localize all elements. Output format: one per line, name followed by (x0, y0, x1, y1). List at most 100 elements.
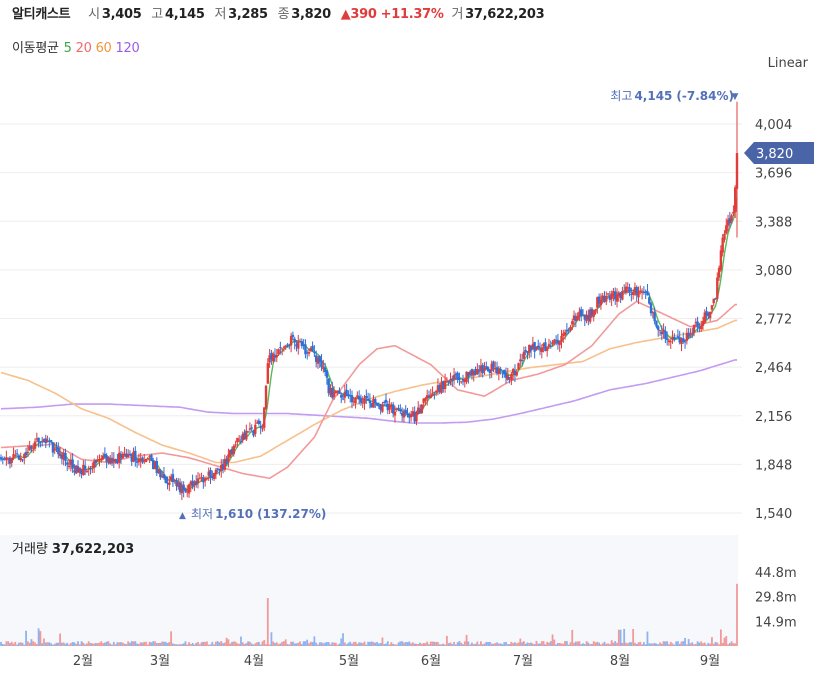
volume-bar (137, 643, 140, 646)
volume-bar (363, 641, 366, 646)
candle-body (105, 455, 108, 462)
ma-legend-item[interactable]: 20 (75, 41, 92, 56)
volume-bar (340, 638, 343, 646)
volume-bar (351, 643, 353, 646)
volume-bar (98, 642, 101, 646)
ma-legend-item[interactable]: 120 (115, 41, 140, 56)
volume-bar (35, 643, 38, 646)
candle-body (513, 370, 517, 376)
ma-legend-item[interactable]: 5 (63, 41, 72, 56)
open-label: 시 (88, 7, 100, 22)
volume-bar (121, 642, 124, 646)
volume-bar (651, 643, 654, 646)
volume-bar (206, 641, 208, 646)
candle-body (48, 440, 51, 442)
volume-bar (229, 643, 232, 646)
y-tick-label: 2,464 (755, 361, 792, 376)
candle-body (14, 455, 17, 457)
candle-body (28, 446, 31, 451)
volume-bar (494, 643, 497, 646)
candle-body (445, 381, 449, 383)
volume-bar (358, 642, 361, 646)
ma-legend-item[interactable]: 60 (95, 41, 112, 56)
candle-body (257, 420, 261, 424)
candle-body (32, 447, 35, 449)
volume-bar (488, 641, 491, 646)
candle-body (384, 399, 388, 403)
candle-body (694, 322, 698, 324)
candle-body (0, 457, 3, 460)
candle-body (508, 377, 511, 379)
volume-bar (71, 642, 74, 646)
volume-bar (136, 643, 138, 646)
candle-body (460, 381, 463, 383)
candle-body (180, 485, 184, 494)
candle-body (447, 380, 450, 383)
volume-bar (732, 643, 735, 646)
volume-bar (367, 641, 370, 646)
volume-bar (87, 641, 90, 646)
candle-body (622, 290, 626, 292)
volume-bar (19, 642, 22, 646)
candle-body (734, 187, 737, 212)
candle-body (680, 338, 683, 345)
candle-body (55, 446, 58, 449)
candle-body (186, 491, 189, 493)
volume-bar (386, 641, 389, 646)
volume-bar (155, 643, 158, 646)
volume-bar (476, 641, 479, 646)
candle-body (451, 378, 454, 381)
x-tick-label: 2월 (73, 654, 93, 669)
volume-bar (32, 641, 35, 646)
candle-body (569, 326, 572, 331)
volume-bar (317, 644, 319, 646)
volume-bar (349, 641, 352, 646)
candle-body (395, 408, 398, 410)
up-triangle-icon: ▲ (179, 511, 186, 521)
candle-body (606, 293, 610, 295)
candle-body (194, 481, 198, 485)
candle-body (160, 475, 164, 478)
volume-bar (598, 642, 601, 646)
candle-body (377, 405, 381, 407)
candle-body (374, 399, 377, 404)
scale-label[interactable]: Linear (768, 56, 809, 71)
volume-bar (544, 644, 547, 646)
ma-line-120 (0, 359, 737, 424)
candlesticks[interactable] (0, 101, 739, 501)
volume-bar (571, 629, 574, 646)
volume-bar (197, 641, 199, 646)
volume-bar (549, 641, 552, 646)
candle-body (440, 382, 443, 393)
volume-bar (657, 644, 660, 646)
candle-body (717, 267, 721, 278)
volume-bar (161, 641, 164, 646)
volume-bar (139, 642, 142, 646)
candle-body (614, 291, 617, 300)
volume-bar (343, 642, 346, 646)
candle-body (583, 315, 586, 320)
volume-bar (68, 644, 70, 646)
volume-bar (635, 643, 638, 646)
volume-bar (574, 641, 577, 646)
candle-body (5, 457, 8, 461)
ma-legend[interactable]: 이동평균 5 20 60 120 (12, 37, 144, 56)
candle-body (653, 312, 656, 322)
candle-body (544, 342, 547, 351)
low-marker-pct: (137.27%) (257, 507, 326, 521)
volume-bar (263, 640, 266, 646)
volume-bar (379, 643, 382, 646)
candle-body (669, 341, 672, 343)
candle-body (649, 303, 653, 314)
volume-bar (146, 644, 149, 646)
candle-body (417, 407, 420, 414)
candle-body (91, 466, 94, 468)
candle-body (284, 345, 287, 347)
candle-body (26, 451, 30, 453)
candle-body (96, 459, 99, 462)
candle-body (420, 404, 424, 414)
candle-body (327, 378, 330, 394)
change-value: ▲390 (340, 7, 377, 22)
volume-bar (245, 643, 248, 646)
